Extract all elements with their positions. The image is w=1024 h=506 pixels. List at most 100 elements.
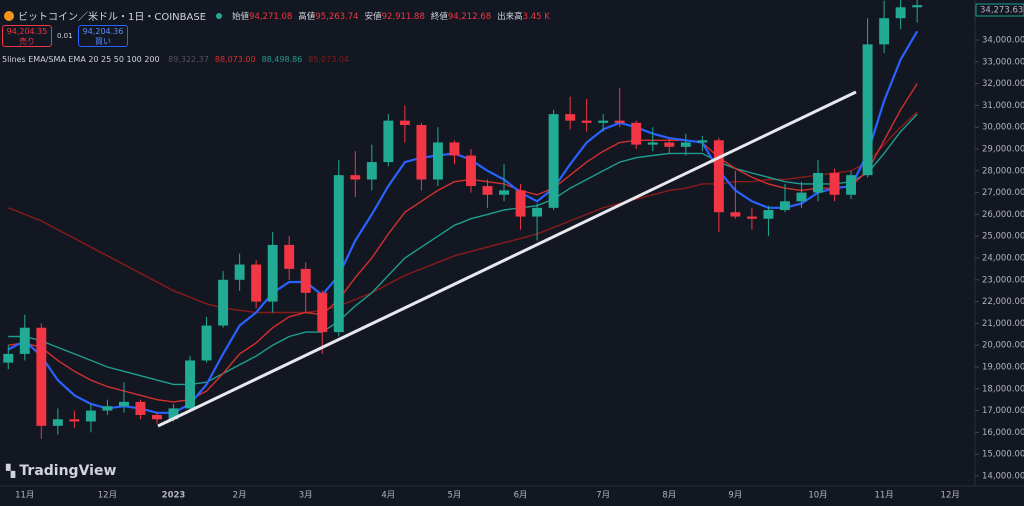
symbol[interactable]: ビットコイン／米ドル・1日・COINBASE (18, 12, 207, 23)
x-tick-label: 9月 (728, 491, 742, 501)
candle-body (813, 172, 823, 193)
candle-body (416, 125, 427, 180)
buy-label: 買い (95, 37, 111, 46)
candle-body (846, 175, 857, 195)
ma-line (8, 111, 918, 314)
ohlc-label: 安値 (364, 11, 382, 22)
candle-body (829, 172, 840, 195)
y-tick-label: 29,000.00 (982, 144, 1024, 154)
ohlc-value: 94,212.68 (447, 11, 492, 22)
y-tick-label: 30,000.00 (982, 123, 1024, 133)
indicator-value: 85,073.04 (308, 55, 350, 64)
x-tick-label: 6月 (514, 491, 528, 501)
candle-body (697, 140, 708, 143)
candle-body (135, 401, 146, 415)
candle-body (598, 120, 609, 123)
y-tick-label: 32,000.00 (982, 79, 1024, 89)
candle-body (466, 155, 476, 187)
candle-body (185, 360, 195, 409)
candle-body (879, 18, 890, 45)
x-tick-label: 12月 (98, 491, 117, 501)
logo: ▚ TradingView (6, 463, 117, 479)
buy-button[interactable]: 94,204.36 買い (78, 25, 128, 47)
candle-body (780, 201, 790, 211)
ohlc-label: 出来高 (497, 11, 523, 22)
indicator-name: 5lines EMA/SMA EMA 20 25 50 100 200 (2, 55, 160, 64)
candle-body (895, 7, 906, 19)
ma-line (7, 30, 919, 414)
candle-body (234, 264, 245, 280)
candle-body (532, 207, 543, 217)
candle-body (284, 244, 295, 269)
candle-body (350, 175, 361, 180)
x-tick-label: 4月 (381, 491, 395, 501)
candle-body (36, 327, 47, 426)
indicator-values: 89,322.37 88,073.00 88,498.86 85,073.04 (162, 55, 349, 64)
candle-body (746, 216, 757, 219)
y-tick-label: 21,000.00 (982, 319, 1024, 329)
sell-price: 94,204.35 (6, 27, 48, 36)
candle-body (52, 419, 63, 426)
candle-body (449, 142, 460, 156)
candle-body (664, 142, 675, 147)
indicator-value: 89,322.37 (168, 55, 209, 64)
lines (7, 30, 919, 414)
ohlc-value: 3.45 K (522, 11, 550, 22)
candle-body (796, 192, 807, 202)
y-tick-label: 31,000.00 (982, 101, 1024, 111)
y-tick-label: 24,000.00 (982, 253, 1024, 263)
y-tick-label: 27,000.00 (982, 188, 1024, 198)
y-tick-label: 19,000.00 (982, 362, 1024, 372)
candle-body (730, 212, 741, 217)
price-axis-bg (975, 0, 1024, 506)
y-tick-label: 26,000.00 (982, 210, 1024, 220)
candle-body (201, 325, 212, 361)
ohlc-value: 94,271.08 (249, 11, 293, 22)
y-tick-label: 15,000.00 (982, 450, 1024, 460)
ohlc-value: 95,263.74 (315, 11, 359, 22)
candle-body (482, 186, 493, 195)
candle-body (218, 279, 229, 326)
x-tick-label: 7月 (596, 491, 610, 501)
y-tick-label: 17,000.00 (982, 406, 1024, 416)
y-tick-label: 33,000.00 (982, 57, 1024, 67)
sell-button[interactable]: 94,204.35 売り (2, 25, 52, 47)
candle-body (152, 414, 162, 420)
candle-body (680, 142, 691, 147)
ma-line (8, 83, 918, 403)
ma-line (8, 113, 918, 386)
x-tick-label: 3月 (299, 491, 313, 501)
indicator-value: 88,498.86 (261, 55, 303, 64)
candle-body (118, 401, 129, 407)
candle-body (168, 408, 179, 420)
x-tick-label: 10月 (808, 491, 827, 501)
ohlc-label: 終値 (430, 11, 448, 22)
sell-label: 売り (19, 37, 35, 46)
candle-body (499, 190, 509, 195)
indicator-legend[interactable]: 5lines EMA/SMA EMA 20 25 50 100 200 89,3… (2, 55, 349, 64)
candle-body (515, 190, 526, 217)
candle-body (432, 142, 443, 180)
x-tick-label: 2月 (233, 491, 247, 501)
x-tick-label: 2023 (162, 491, 186, 501)
y-tick-label: 14,000.00 (982, 471, 1024, 481)
ohlc-value: 92,911.88 (381, 11, 425, 22)
x-tick-label: 8月 (662, 491, 676, 501)
trend-line (157, 90, 857, 428)
y-tick-label: 23,000.00 (982, 275, 1024, 285)
x-tick-label: 11月 (874, 491, 893, 501)
candle-body (383, 120, 394, 163)
candle-body (399, 120, 410, 126)
price-tag-bg (975, 3, 1024, 17)
candle-body (300, 268, 311, 293)
y-tick-label: 28,000.00 (982, 166, 1024, 176)
indicator-value: 88,073.00 (214, 55, 256, 64)
candle-body (102, 406, 113, 411)
candle-body (647, 142, 658, 145)
candle-body (631, 122, 642, 145)
candle-body (85, 410, 96, 422)
candle-body (581, 120, 592, 123)
price-tag: 34,273.63 (980, 6, 1023, 16)
candle-body (317, 292, 328, 333)
